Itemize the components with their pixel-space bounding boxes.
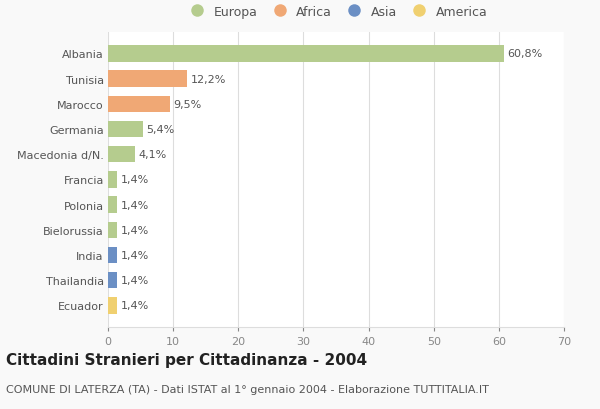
Text: 5,4%: 5,4%: [146, 125, 175, 135]
Text: Cittadini Stranieri per Cittadinanza - 2004: Cittadini Stranieri per Cittadinanza - 2…: [6, 352, 367, 367]
Bar: [108, 197, 117, 213]
Bar: [108, 247, 117, 263]
Text: 1,4%: 1,4%: [121, 301, 149, 310]
Text: COMUNE DI LATERZA (TA) - Dati ISTAT al 1° gennaio 2004 - Elaborazione TUTTITALIA: COMUNE DI LATERZA (TA) - Dati ISTAT al 1…: [6, 384, 489, 394]
Text: 60,8%: 60,8%: [508, 49, 542, 59]
Bar: [108, 272, 117, 289]
Text: 1,4%: 1,4%: [121, 276, 149, 285]
Legend: Europa, Africa, Asia, America: Europa, Africa, Asia, America: [179, 0, 493, 24]
Text: 9,5%: 9,5%: [173, 99, 202, 110]
Bar: [108, 297, 117, 314]
Bar: [108, 172, 117, 188]
Bar: [108, 46, 504, 63]
Text: 12,2%: 12,2%: [191, 74, 226, 84]
Bar: [108, 121, 143, 138]
Text: 1,4%: 1,4%: [121, 250, 149, 261]
Text: 1,4%: 1,4%: [121, 225, 149, 235]
Bar: [108, 222, 117, 238]
Text: 1,4%: 1,4%: [121, 200, 149, 210]
Bar: [108, 71, 187, 88]
Text: 4,1%: 4,1%: [138, 150, 166, 160]
Bar: [108, 147, 135, 163]
Bar: [108, 97, 170, 113]
Text: 1,4%: 1,4%: [121, 175, 149, 185]
